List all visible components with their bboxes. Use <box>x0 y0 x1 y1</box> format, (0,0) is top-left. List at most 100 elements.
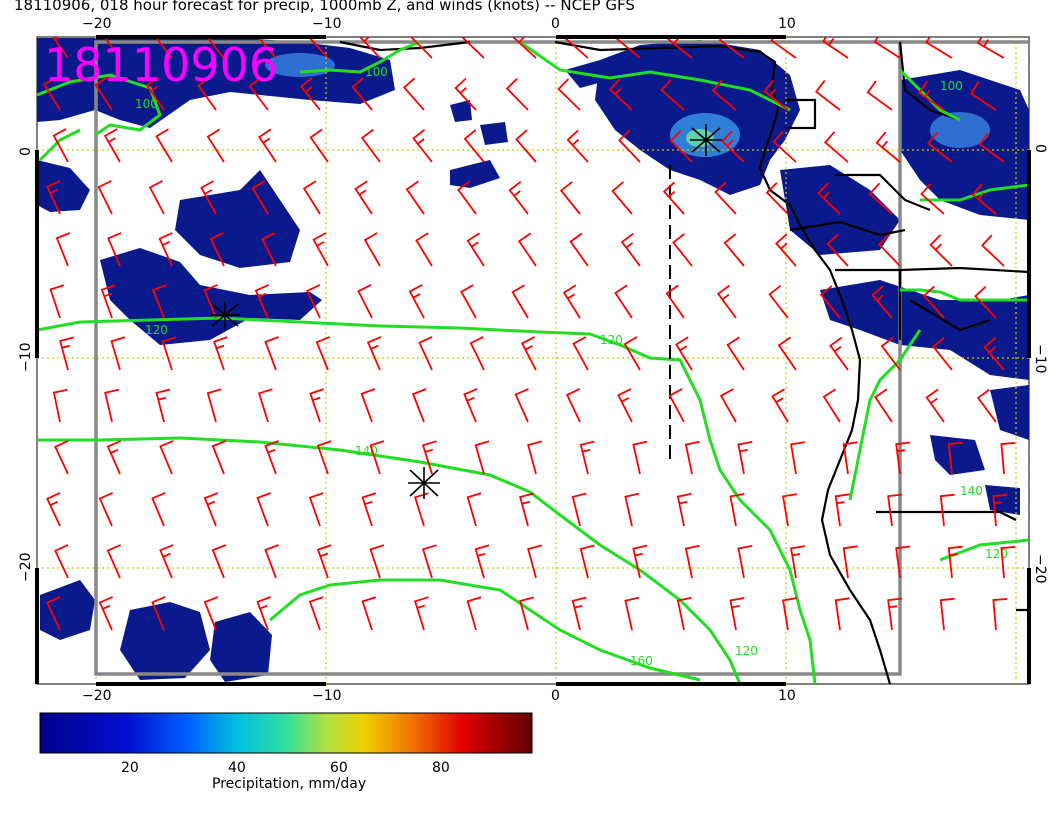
wind-barb <box>737 441 753 475</box>
wind-barb <box>363 232 381 267</box>
map-title: 18110906, 018 hour forecast for precip, … <box>14 0 635 14</box>
lon-tick-label: 10 <box>778 688 796 704</box>
coastline <box>339 40 1029 684</box>
wind-barb <box>213 336 228 371</box>
wind-barb <box>203 596 219 631</box>
wind-barb <box>316 440 332 475</box>
precip-blob-sw3 <box>210 612 272 682</box>
wind-barb <box>421 544 437 579</box>
wind-barb <box>306 284 321 319</box>
wind-barb <box>632 544 648 579</box>
wind-barb <box>983 337 1005 371</box>
wind-barb <box>55 232 71 267</box>
wind-barb <box>155 128 173 163</box>
wind-barb <box>711 79 737 111</box>
wind-barb <box>932 337 953 371</box>
wind-barb <box>868 182 893 215</box>
wind-barb <box>151 596 166 631</box>
wind-barb <box>315 336 331 371</box>
wind-barb <box>665 284 685 319</box>
wind-barb <box>873 37 901 59</box>
wind-barb <box>412 128 433 163</box>
lon-tick-label: 0 <box>551 688 560 704</box>
wind-barb <box>103 37 121 59</box>
wind-barb <box>824 131 849 163</box>
wind-barb <box>54 440 69 475</box>
wind-barb <box>261 232 277 267</box>
wind-barb <box>361 492 377 527</box>
wind-barb <box>203 284 218 319</box>
contour-label: 100 <box>135 97 158 111</box>
wind-barb <box>782 493 798 527</box>
wind-barb <box>822 388 841 423</box>
wind-barb <box>148 180 165 215</box>
wind-barb <box>408 284 425 319</box>
precip-blob-africa-se2 <box>930 435 985 475</box>
colorbar-tick-label: 20 <box>121 760 139 776</box>
wind-barb <box>46 180 61 215</box>
height-contours <box>37 40 1029 684</box>
wind-barb <box>361 596 377 631</box>
wind-barb <box>307 37 329 59</box>
wind-barb <box>557 78 581 111</box>
wind-barb <box>264 336 279 371</box>
wind-barb <box>770 37 797 59</box>
wind-barb <box>925 37 953 59</box>
wind-barb <box>624 596 640 631</box>
wind-barb <box>405 180 425 215</box>
wind-barb <box>871 285 893 319</box>
wind-barb <box>675 336 693 371</box>
wind-barb <box>511 284 529 319</box>
wind-barb <box>308 596 324 631</box>
precipitation-layer <box>37 38 1029 682</box>
wind-barb <box>517 232 537 267</box>
wind-barb <box>939 493 955 527</box>
contour-label: 140 <box>960 484 983 498</box>
wind-barb <box>520 336 537 371</box>
contour-label: 120 <box>145 323 168 337</box>
wind-barb <box>768 284 789 319</box>
wind-barb <box>106 544 122 579</box>
wind-barb <box>369 544 385 579</box>
wind-barb <box>256 596 271 631</box>
wind-barb <box>154 37 173 59</box>
wind-barb <box>161 336 177 371</box>
precip-blob-small1 <box>450 100 472 122</box>
wind-barb <box>466 492 482 527</box>
wind-barb <box>107 232 122 267</box>
precip-core-africa <box>930 112 990 148</box>
wind-barb <box>971 183 997 215</box>
wind-barb <box>454 77 477 111</box>
wind-barb <box>566 129 589 163</box>
wind-barb <box>54 544 69 579</box>
wind-barb <box>309 128 329 163</box>
wind-barb <box>980 234 1005 267</box>
wind-barb <box>159 544 174 579</box>
wind-barb <box>52 37 69 59</box>
lat-tick-label: 0 <box>18 147 34 156</box>
wind-barb <box>611 181 633 215</box>
colorbar-tick-label: 80 <box>432 760 450 776</box>
lat-tick-label: −20 <box>1032 554 1048 584</box>
wind-barb <box>512 37 537 59</box>
wind-barb <box>632 440 648 475</box>
wind-barb <box>264 440 279 475</box>
wind-barb <box>829 336 849 371</box>
wind-barb <box>777 336 797 371</box>
coast-west-africa <box>554 40 892 684</box>
colorbar-title: Precipitation, mm/day <box>212 776 367 792</box>
wind-barb <box>684 544 700 579</box>
wind-barb <box>895 441 911 475</box>
wind-barb <box>719 388 737 423</box>
colorbar <box>39 712 533 754</box>
wind-barb <box>466 596 482 631</box>
wind-barb <box>100 284 116 319</box>
lon-tick-label: −20 <box>82 16 112 32</box>
wind-barb <box>895 545 911 579</box>
wind-barb <box>842 545 858 579</box>
wind-barb <box>98 492 114 527</box>
date-stamp: 18110906 <box>44 38 279 92</box>
wind-barb <box>460 284 477 319</box>
station-markers <box>210 124 722 499</box>
